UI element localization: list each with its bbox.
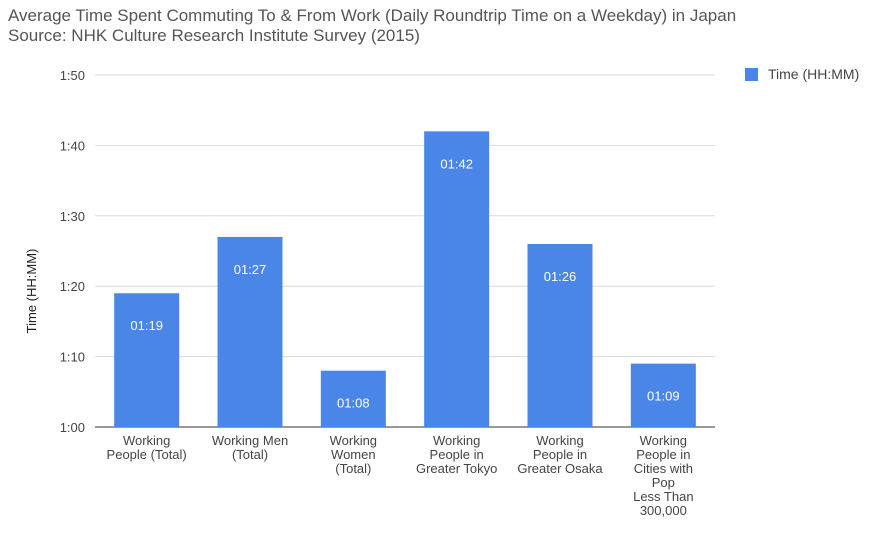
x-category-label-line: People (Total) [107, 447, 187, 462]
legend-label: Time (HH:MM) [768, 66, 860, 82]
chart-title: Average Time Spent Commuting To & From W… [8, 6, 736, 46]
legend: Time (HH:MM) [745, 66, 859, 82]
x-category-label-line: Cities with [634, 461, 693, 476]
legend-swatch [745, 67, 758, 81]
x-category-label: Working People in Cities with Pop Less Than 3… [633, 433, 693, 518]
y-axis-title: Time (HH:MM) [24, 249, 39, 334]
bar [630, 363, 696, 427]
data-label: 01:19 [130, 318, 163, 333]
x-category-label-line: Working [433, 433, 480, 448]
y-tick-label: 1:10 [60, 350, 85, 365]
x-category-label: Working Women (Total) [330, 433, 377, 476]
x-category-label-line: People in [533, 447, 587, 462]
x-category-label-line: Women [331, 447, 376, 462]
data-label: 01:08 [337, 396, 370, 411]
x-category-label-line: Greater Osaka [517, 461, 603, 476]
bar [424, 131, 490, 427]
data-label: 01:27 [234, 262, 267, 277]
x-category-label: Working Men (Total) [212, 433, 288, 462]
x-category-label: Working People in Greater Tokyo [416, 433, 497, 476]
data-label: 01:42 [440, 156, 473, 171]
y-tick-label: 1:20 [60, 279, 85, 294]
bar [320, 370, 386, 427]
x-category-label: Working People in Greater Osaka [517, 433, 603, 476]
y-tick-label: 1:00 [60, 420, 85, 435]
x-category-label-line: People in [636, 447, 690, 462]
title-line-2: Source: NHK Culture Research Institute S… [8, 26, 420, 45]
y-tick-label: 1:50 [60, 68, 85, 83]
data-label: 01:09 [647, 389, 680, 404]
x-category-label-line: Pop [652, 475, 675, 490]
x-category-label-line: Working [330, 433, 377, 448]
y-tick-label: 1:40 [60, 138, 85, 153]
x-category-label-line: People in [430, 447, 484, 462]
x-category-label-line: (Total) [232, 447, 268, 462]
x-category-label-line: Less Than [633, 489, 693, 504]
data-label: 01:26 [544, 269, 577, 284]
x-category-label-line: Working [640, 433, 687, 448]
title-line-1: Average Time Spent Commuting To & From W… [8, 6, 737, 25]
x-category-label-line: (Total) [335, 461, 371, 476]
bar [527, 243, 593, 427]
bar [114, 293, 180, 427]
bar [217, 236, 283, 427]
x-category-label: Working People (Total) [107, 433, 187, 462]
x-category-label-line: Working Men [212, 433, 288, 448]
x-category-label-line: 300,000 [640, 503, 687, 518]
y-tick-label: 1:30 [60, 209, 85, 224]
x-category-label-line: Greater Tokyo [416, 461, 497, 476]
x-category-label-line: Working [536, 433, 583, 448]
x-category-label-line: Working [123, 433, 170, 448]
